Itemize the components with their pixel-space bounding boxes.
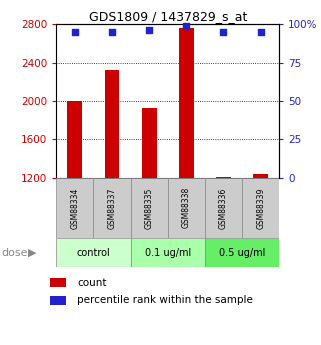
Title: GDS1809 / 1437829_s_at: GDS1809 / 1437829_s_at	[89, 10, 247, 23]
Bar	[50, 296, 66, 305]
Bar	[56, 238, 131, 267]
Bar	[93, 178, 131, 238]
Bar	[216, 177, 231, 178]
Text: 0.5 ug/ml: 0.5 ug/ml	[219, 248, 265, 258]
Bar	[253, 174, 268, 178]
Point	[109, 29, 115, 34]
Bar	[67, 101, 82, 178]
Bar	[131, 178, 168, 238]
Text: ▶: ▶	[28, 248, 36, 258]
Bar	[131, 238, 205, 267]
Point	[258, 29, 263, 34]
Bar	[105, 70, 119, 178]
Bar	[179, 28, 194, 178]
Text: GSM88339: GSM88339	[256, 187, 265, 228]
Point	[221, 29, 226, 34]
Text: 0.1 ug/ml: 0.1 ug/ml	[144, 248, 191, 258]
Text: dose: dose	[2, 248, 28, 258]
Text: GSM88336: GSM88336	[219, 187, 228, 228]
Bar	[56, 178, 93, 238]
Bar	[50, 278, 66, 287]
Text: GSM88337: GSM88337	[108, 187, 117, 228]
Bar	[168, 178, 205, 238]
Text: GSM88334: GSM88334	[70, 187, 79, 228]
Bar	[142, 108, 157, 178]
Text: GSM88338: GSM88338	[182, 187, 191, 228]
Text: count: count	[77, 278, 107, 287]
Bar	[205, 178, 242, 238]
Text: percentile rank within the sample: percentile rank within the sample	[77, 296, 253, 305]
Text: GSM88335: GSM88335	[145, 187, 154, 228]
Bar	[242, 178, 279, 238]
Text: control: control	[76, 248, 110, 258]
Point	[147, 28, 152, 33]
Point	[72, 29, 77, 34]
Point	[184, 23, 189, 28]
Bar	[205, 238, 279, 267]
